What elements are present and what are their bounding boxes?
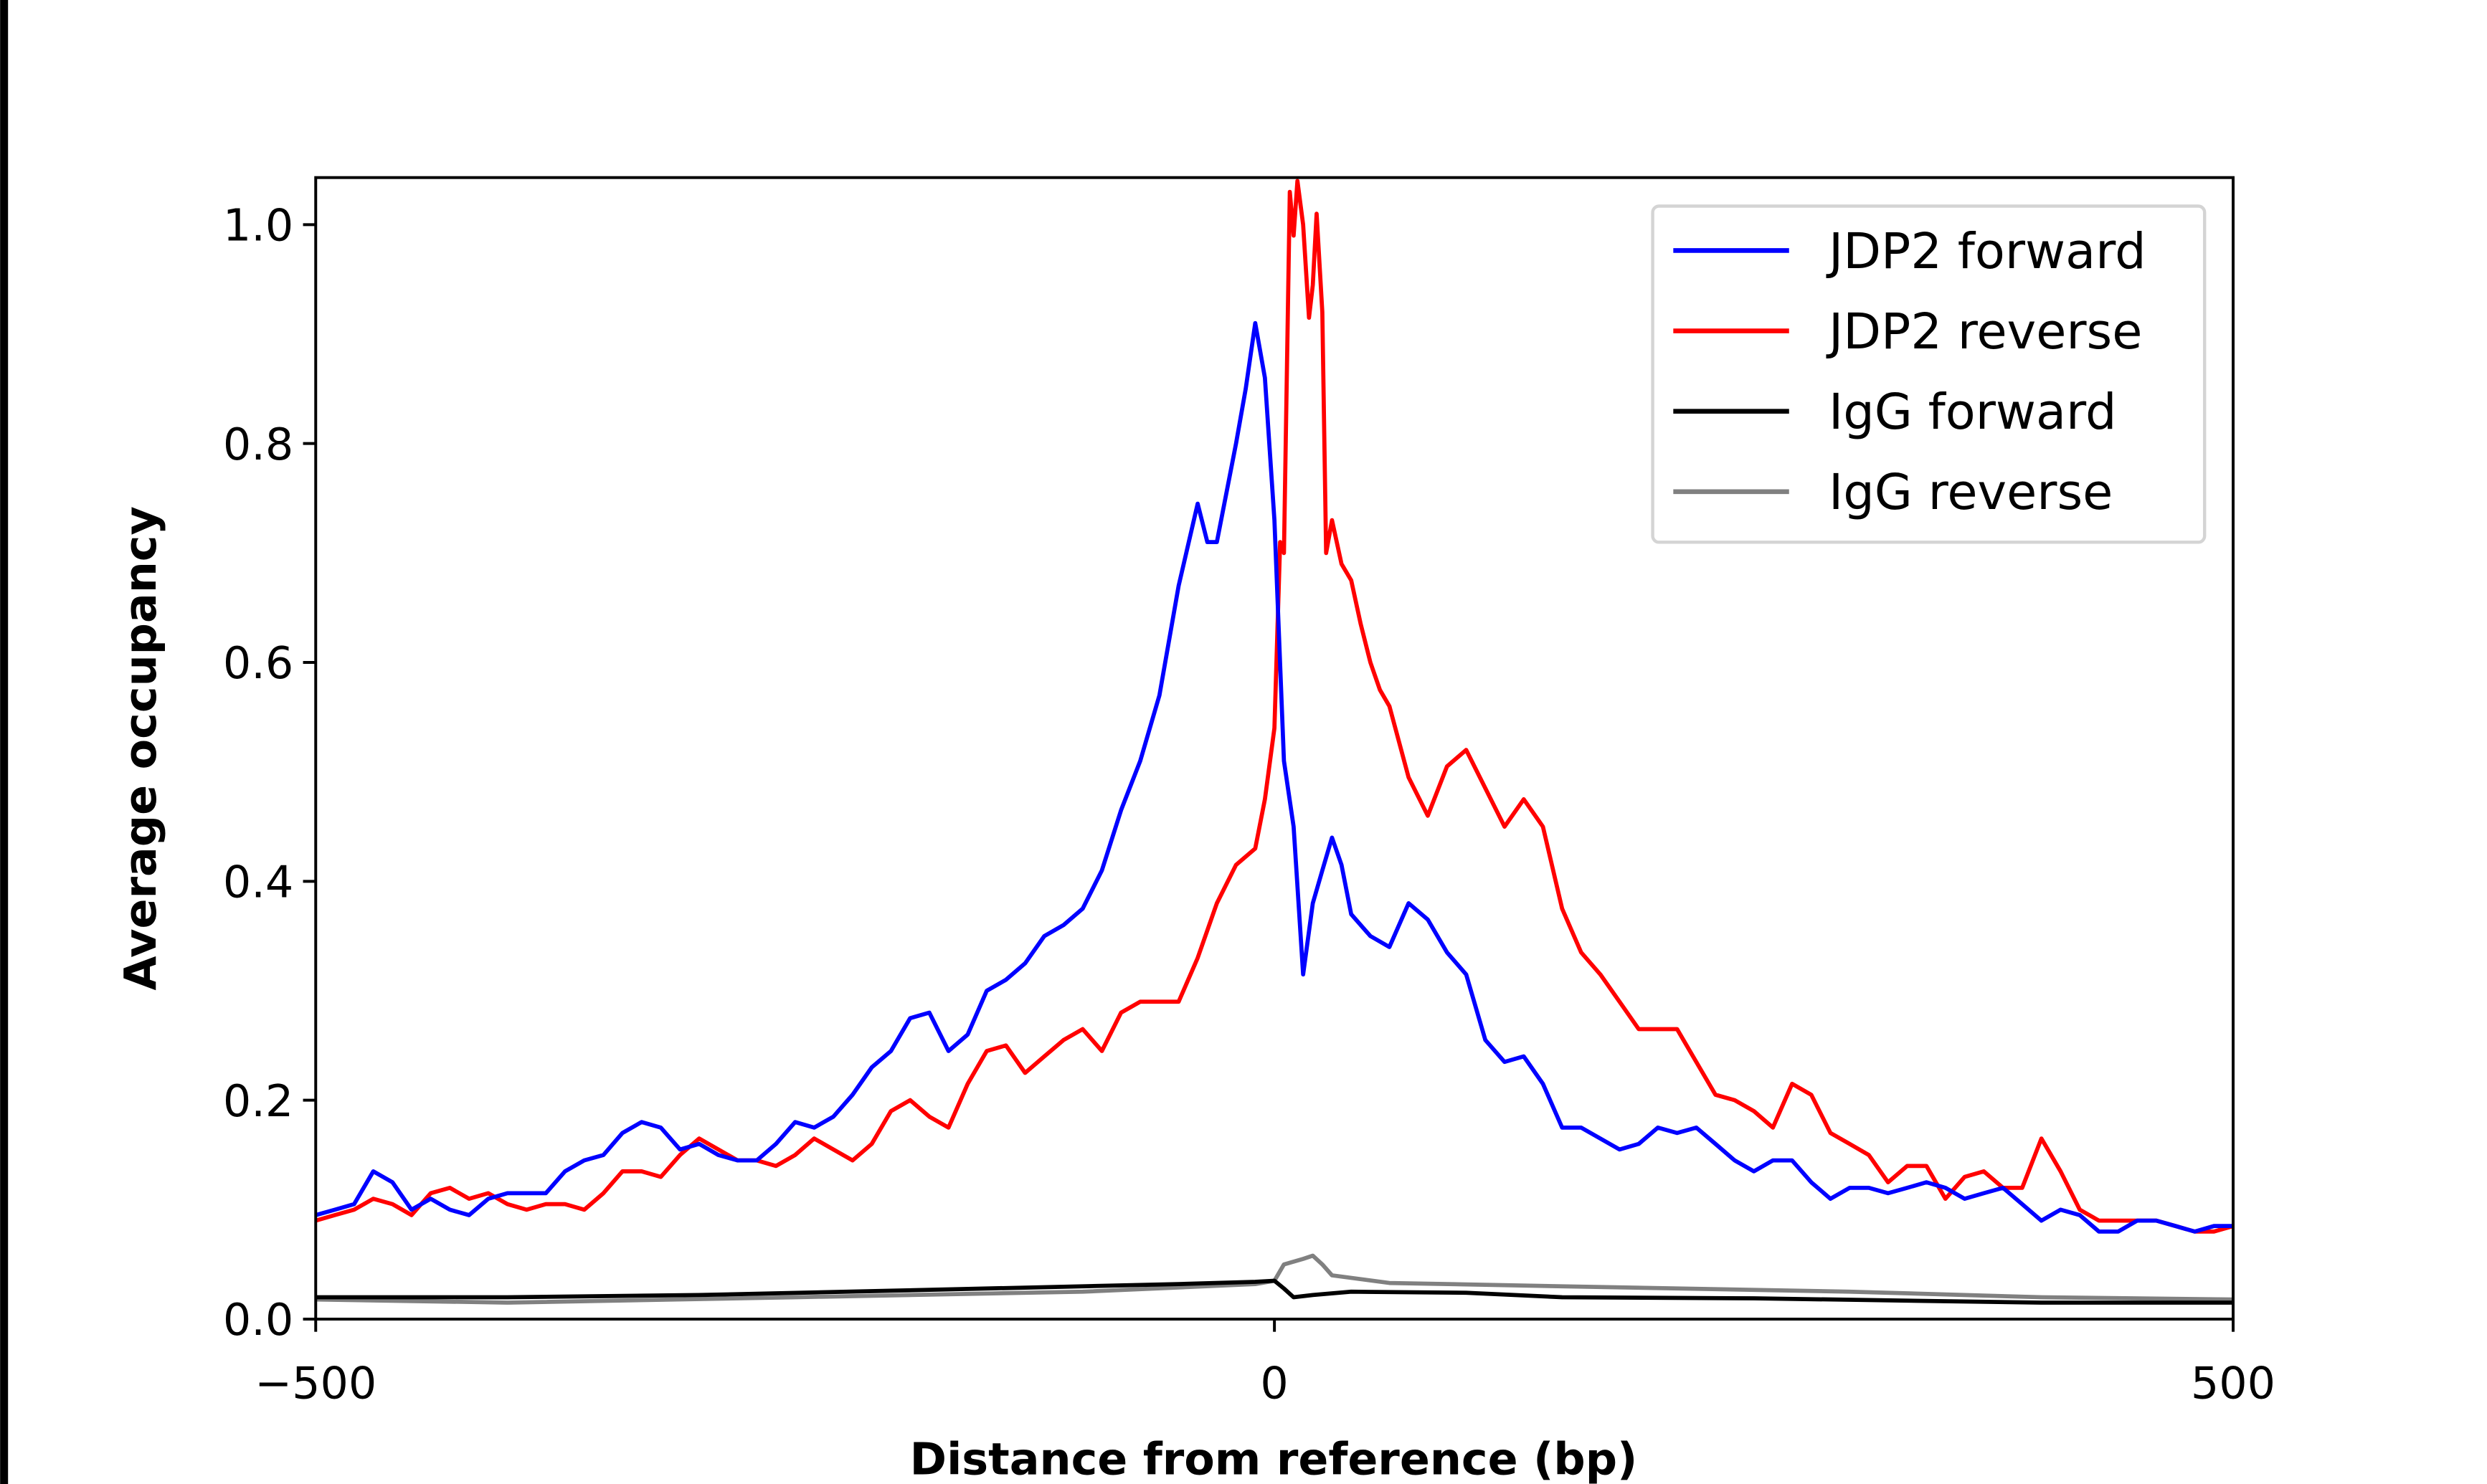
y-tick-label: 0.6: [223, 637, 293, 689]
legend-label: JDP2 reverse: [1826, 303, 2142, 361]
y-tick-label: 0.4: [223, 856, 293, 908]
series-line-igg-forward: [316, 1278, 2234, 1305]
legend-label: IgG reverse: [1829, 464, 2113, 521]
legend-box: [1651, 204, 2207, 544]
y-tick-label: 0.2: [223, 1075, 293, 1127]
x-tick-label: 500: [2191, 1358, 2275, 1409]
series-line-igg-reverse: [316, 1253, 2234, 1305]
y-axis: 0.0 0.2 0.4 0.6 0.8 1.0: [223, 199, 316, 1346]
x-tick-label: 0: [1260, 1358, 1288, 1409]
legend: JDP2 forward JDP2 reverse IgG forward IgG r…: [1651, 204, 2207, 544]
series-line-jdp2-forward: [315, 320, 2234, 1234]
x-tick-label: −500: [255, 1358, 376, 1409]
y-tick-label: 0.0: [223, 1294, 293, 1346]
x-axis-label: Distance from reference (bp): [910, 1434, 1638, 1484]
legend-label: JDP2 forward: [1826, 223, 2146, 280]
series-lines: [315, 179, 2234, 1305]
x-axis: −500 0 500: [255, 1319, 2275, 1409]
left-edge-border: [0, 0, 9, 1484]
y-tick-label: 1.0: [223, 199, 293, 251]
y-axis-label: Average occupancy: [115, 506, 166, 990]
y-tick-label: 0.8: [223, 419, 293, 470]
series-line-jdp2-reverse: [315, 179, 2234, 1234]
legend-label: IgG forward: [1829, 384, 2116, 441]
